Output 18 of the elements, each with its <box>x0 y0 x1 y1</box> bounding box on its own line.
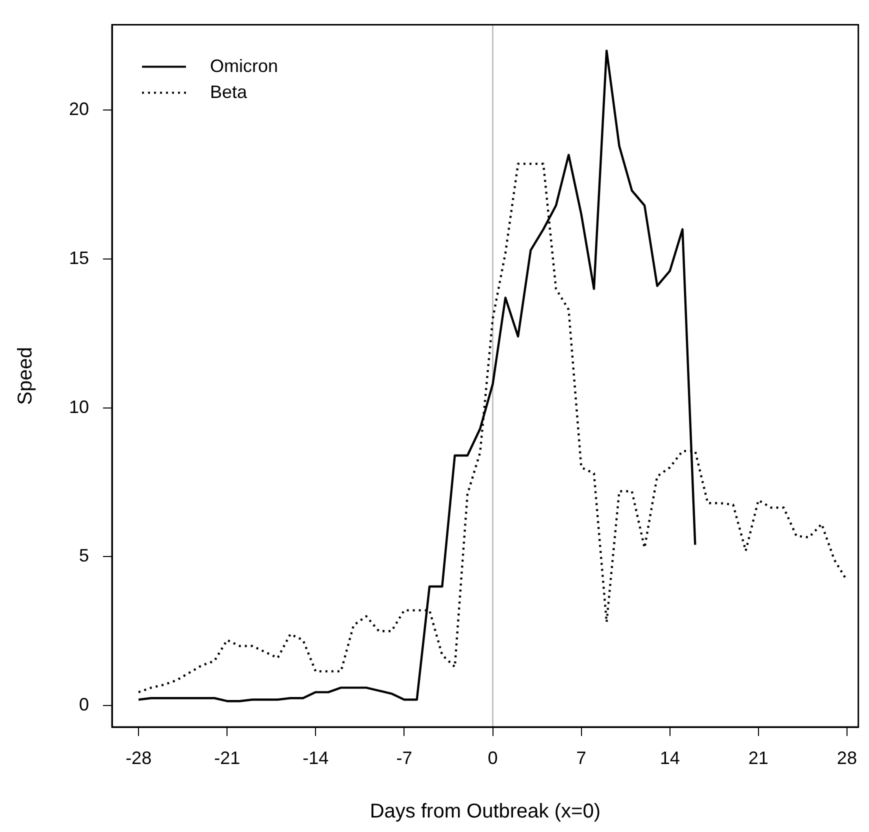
x-tick-label: -14 <box>302 748 329 768</box>
x-tick-label: 7 <box>576 748 586 768</box>
y-axis-title: Speed <box>14 346 37 405</box>
legend-label: Beta <box>210 82 248 102</box>
x-tick-label: -28 <box>126 748 152 768</box>
x-axis-title: Days from Outbreak (x=0) <box>370 800 600 823</box>
x-tick-label: 0 <box>488 748 498 768</box>
x-tick-label: -7 <box>396 748 412 768</box>
y-tick-label: 20 <box>68 99 89 120</box>
y-tick-label: 0 <box>78 694 89 715</box>
y-tick-label: 10 <box>68 396 89 417</box>
y-tick-label: 15 <box>68 248 89 268</box>
legend-label: Omicron <box>210 56 278 76</box>
x-tick-label: 21 <box>748 748 768 768</box>
y-tick-label: 5 <box>78 546 89 566</box>
x-tick-label: 14 <box>660 748 680 768</box>
x-tick-label: -21 <box>214 748 240 768</box>
x-tick-label: 28 <box>836 748 857 768</box>
